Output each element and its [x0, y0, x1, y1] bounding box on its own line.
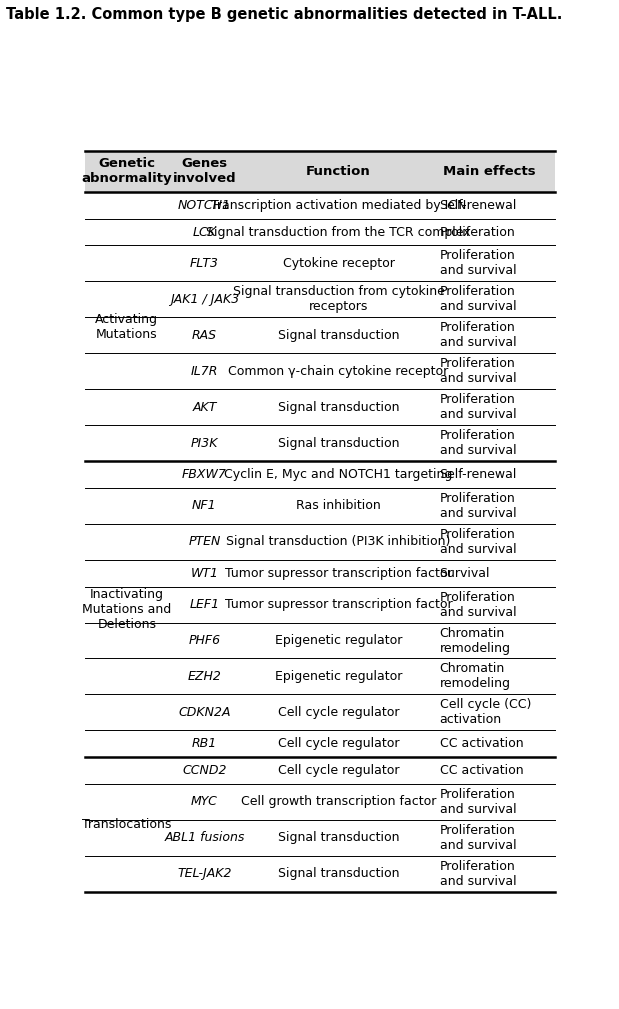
Text: Signal transduction (PI3K inhibition): Signal transduction (PI3K inhibition) — [227, 536, 451, 548]
Text: Proliferation
and survival: Proliferation and survival — [439, 394, 516, 421]
Text: LEF1: LEF1 — [189, 598, 220, 611]
Text: IL7R: IL7R — [191, 365, 218, 377]
Text: Activating
Mutations: Activating Mutations — [95, 313, 158, 340]
Text: RAS: RAS — [192, 329, 217, 342]
Text: CDKN2A: CDKN2A — [178, 706, 231, 719]
Text: Proliferation
and survival: Proliferation and survival — [439, 860, 516, 888]
Text: PTEN: PTEN — [188, 536, 220, 548]
Text: JAK1 / JAK3: JAK1 / JAK3 — [170, 293, 239, 306]
Text: Genes
involved: Genes involved — [173, 157, 236, 186]
Text: Translocations: Translocations — [82, 818, 171, 831]
Text: NOTCH1: NOTCH1 — [178, 199, 231, 212]
Text: Proliferation
and survival: Proliferation and survival — [439, 492, 516, 520]
Text: Function: Function — [306, 164, 371, 178]
Text: PHF6: PHF6 — [188, 634, 220, 647]
Text: Transcription activation mediated by ICN: Transcription activation mediated by ICN — [210, 199, 466, 212]
Text: Table 1.2. Common type B genetic abnormalities detected in T-ALL.: Table 1.2. Common type B genetic abnorma… — [6, 7, 563, 22]
Text: Tumor supressor transcription factor: Tumor supressor transcription factor — [225, 567, 452, 580]
Bar — [85, 150, 555, 192]
Text: Proliferation
and survival: Proliferation and survival — [439, 321, 516, 349]
Text: Proliferation
and survival: Proliferation and survival — [439, 824, 516, 852]
Text: Cyclin E, Myc and NOTCH1 targeting: Cyclin E, Myc and NOTCH1 targeting — [224, 468, 452, 481]
Text: CC activation: CC activation — [439, 764, 523, 777]
Text: Proliferation
and survival: Proliferation and survival — [439, 528, 516, 556]
Text: Proliferation
and survival: Proliferation and survival — [439, 429, 516, 457]
Text: FLT3: FLT3 — [190, 257, 219, 270]
Text: Cell cycle (CC)
activation: Cell cycle (CC) activation — [439, 698, 531, 726]
Text: LCK: LCK — [193, 226, 217, 238]
Text: Cytokine receptor: Cytokine receptor — [282, 257, 394, 270]
Text: Chromatin
remodeling: Chromatin remodeling — [439, 663, 511, 690]
Text: Signal transduction: Signal transduction — [278, 401, 399, 414]
Text: Genetic
abnormality: Genetic abnormality — [82, 157, 172, 186]
Text: Signal transduction: Signal transduction — [278, 868, 399, 880]
Text: Proliferation
and survival: Proliferation and survival — [439, 788, 516, 816]
Text: Epigenetic regulator: Epigenetic regulator — [275, 670, 402, 683]
Text: Cell growth transcription factor: Cell growth transcription factor — [241, 795, 436, 808]
Text: Cell cycle regulator: Cell cycle regulator — [278, 764, 399, 777]
Text: Survival: Survival — [439, 567, 490, 580]
Text: Cell cycle regulator: Cell cycle regulator — [278, 738, 399, 751]
Text: Proliferation
and survival: Proliferation and survival — [439, 286, 516, 314]
Text: Ras inhibition: Ras inhibition — [296, 499, 381, 513]
Text: Signal transduction: Signal transduction — [278, 329, 399, 342]
Text: ABL1 fusions: ABL1 fusions — [164, 831, 245, 845]
Text: Self-renewal: Self-renewal — [439, 199, 517, 212]
Text: Signal transduction: Signal transduction — [278, 831, 399, 845]
Text: CCND2: CCND2 — [182, 764, 227, 777]
Text: Signal transduction: Signal transduction — [278, 437, 399, 450]
Text: MYC: MYC — [191, 795, 218, 808]
Text: Signal transduction from cytokine
receptors: Signal transduction from cytokine recept… — [233, 286, 444, 314]
Text: Self-renewal: Self-renewal — [439, 468, 517, 481]
Text: Proliferation
and survival: Proliferation and survival — [439, 590, 516, 619]
Text: Epigenetic regulator: Epigenetic regulator — [275, 634, 402, 647]
Text: Cell cycle regulator: Cell cycle regulator — [278, 706, 399, 719]
Text: Tumor supressor transcription factor: Tumor supressor transcription factor — [225, 598, 452, 611]
Text: FBXW7: FBXW7 — [182, 468, 227, 481]
Text: Chromatin
remodeling: Chromatin remodeling — [439, 627, 511, 655]
Text: NF1: NF1 — [192, 499, 217, 513]
Text: Signal transduction from the TCR complex: Signal transduction from the TCR complex — [206, 226, 471, 238]
Text: WT1: WT1 — [191, 567, 219, 580]
Text: EZH2: EZH2 — [188, 670, 222, 683]
Text: Inactivating
Mutations and
Deletions: Inactivating Mutations and Deletions — [82, 587, 171, 631]
Text: Proliferation
and survival: Proliferation and survival — [439, 249, 516, 277]
Text: TEL-JAK2: TEL-JAK2 — [177, 868, 232, 880]
Text: PI3K: PI3K — [191, 437, 219, 450]
Text: Proliferation
and survival: Proliferation and survival — [439, 357, 516, 385]
Text: Main effects: Main effects — [443, 164, 535, 178]
Text: Common γ-chain cytokine receptor: Common γ-chain cytokine receptor — [228, 365, 449, 377]
Text: AKT: AKT — [193, 401, 217, 414]
Text: CC activation: CC activation — [439, 738, 523, 751]
Text: Proliferation: Proliferation — [439, 226, 515, 238]
Text: RB1: RB1 — [192, 738, 217, 751]
